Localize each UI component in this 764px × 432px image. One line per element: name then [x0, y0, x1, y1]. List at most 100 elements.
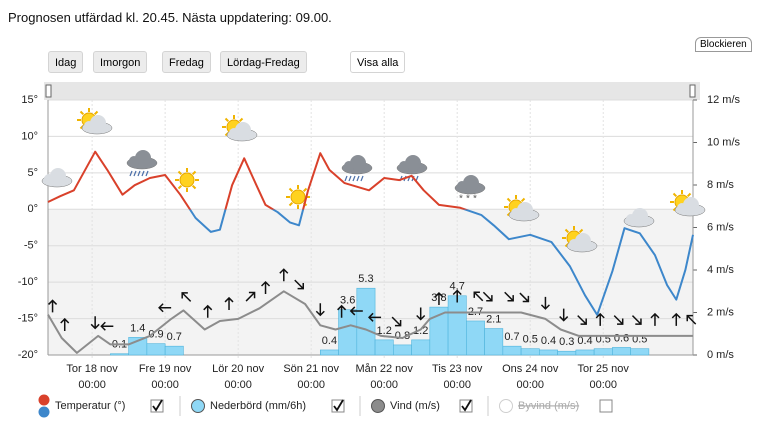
y2-tick-label: 2 m/s: [707, 306, 734, 318]
block-button[interactable]: Blockieren: [695, 37, 752, 52]
period-button[interactable]: Imorgon: [93, 51, 148, 73]
weather-icon: [77, 108, 113, 135]
precip-bar: [164, 345, 184, 356]
wind-arrow: [100, 321, 114, 331]
precip-label: 0.6: [614, 332, 629, 344]
precip-label: 5.3: [358, 273, 373, 285]
period-button[interactable]: Lördag-Fredag: [220, 51, 307, 73]
wind-arrow: [559, 308, 569, 322]
cloud: [235, 122, 251, 138]
x-tick-time: 00:00: [370, 379, 398, 391]
legend-label[interactable]: Nederbörd (mm/6h): [210, 400, 306, 412]
arrow-shape: [671, 312, 681, 326]
precip-bar: [110, 353, 129, 356]
precip-bar: [447, 295, 467, 356]
x-tick-label: Mån 22 nov: [355, 363, 413, 375]
arrow-shape: [434, 291, 444, 306]
scroll-handle[interactable]: [689, 84, 696, 98]
wind-arrow: [473, 291, 484, 302]
arrow-shape: [613, 315, 624, 325]
y-tick-label: -10°: [18, 276, 38, 288]
arrow-shape: [519, 292, 530, 303]
legend-label[interactable]: Temperatur (°): [55, 400, 125, 412]
period-button[interactable]: Idag: [48, 51, 84, 73]
wind-arrow: [261, 280, 271, 294]
cloud: [626, 214, 636, 224]
arrow-shape: [315, 303, 325, 317]
arrow-shape: [337, 304, 347, 318]
arrow-shape: [686, 314, 697, 325]
cloud: [44, 174, 54, 184]
weather-icon: [175, 168, 199, 192]
weather-icon: * * *: [454, 175, 486, 205]
cloud: [511, 208, 521, 218]
wind-arrow: [245, 291, 256, 302]
legend-marker: [38, 394, 50, 406]
wind-arrow: [504, 291, 514, 302]
arrow-shape: [294, 279, 304, 290]
arrow-shape: [452, 289, 462, 303]
y-tick-label: 0°: [27, 203, 38, 215]
arrow-shape: [482, 291, 493, 302]
y-tick-label: -5°: [24, 240, 38, 252]
legend-label[interactable]: Vind (m/s): [390, 400, 440, 412]
arrow-shape: [631, 315, 642, 325]
y2-tick-label: 8 m/s: [707, 179, 734, 191]
wind-arrow: [158, 303, 172, 313]
cloud: [632, 208, 648, 224]
precip-label: 3.6: [340, 295, 355, 307]
scroll-handle[interactable]: [45, 84, 52, 98]
x-tick-label: Tor 25 nov: [578, 363, 630, 375]
rain-drop: [145, 170, 149, 177]
precip-label: 1.4: [130, 322, 145, 334]
y2-tick-label: 6 m/s: [707, 221, 734, 233]
arrow-shape: [90, 316, 100, 330]
sun-ray: [288, 187, 294, 193]
scrollbar[interactable]: [44, 82, 700, 100]
period-button[interactable]: Fredag: [162, 51, 211, 73]
arrow-shape: [473, 291, 484, 302]
rain-drop: [133, 170, 137, 177]
wind-arrow: [60, 317, 70, 331]
weather-icon: [126, 150, 158, 177]
sun-ray: [672, 192, 678, 198]
x-tick-time: 00:00: [589, 379, 617, 391]
x-tick-time: 00:00: [224, 379, 252, 391]
rain-drop: [137, 170, 141, 177]
checkmark: [152, 399, 163, 412]
wind-arrow: [452, 289, 462, 303]
precip-label: 0.4: [541, 335, 556, 347]
cloud: [399, 161, 409, 171]
x-tick-label: Tis 23 nov: [432, 363, 483, 375]
sun-ray: [191, 184, 197, 190]
wind-arrow: [90, 316, 100, 330]
precip-bar: [356, 287, 376, 356]
x-tick-time: 00:00: [516, 379, 544, 391]
wind-arrow: [48, 299, 58, 313]
precip-bar: [557, 350, 577, 356]
legend-label[interactable]: Byvind (m/s): [518, 400, 579, 412]
x-tick-time: 00:00: [151, 379, 179, 391]
weather-icon: [286, 185, 310, 209]
cloud: [463, 175, 479, 191]
sun-ray: [302, 187, 308, 193]
wind-arrow: [482, 291, 493, 302]
legend-checkbox[interactable]: [599, 399, 613, 413]
cloud: [569, 239, 579, 249]
sun-ray: [520, 197, 526, 203]
y-tick-label: 15°: [21, 94, 38, 106]
precip-bar: [593, 348, 613, 356]
precip-label: 0.7: [167, 331, 182, 343]
x-tick-time: 00:00: [443, 379, 471, 391]
x-tick-label: Fre 19 nov: [139, 363, 192, 375]
precip-label: 1.2: [413, 325, 428, 337]
y2-tick-label: 10 m/s: [707, 136, 741, 148]
period-button[interactable]: Visa alla: [350, 51, 406, 73]
precip-bar: [520, 348, 540, 356]
precip-label: 0.5: [523, 334, 538, 346]
arrow-shape: [224, 296, 234, 310]
precip-bar: [575, 349, 595, 356]
arrow-shape: [368, 312, 382, 322]
weather-icon: [222, 115, 258, 142]
precip-bar: [411, 339, 431, 356]
